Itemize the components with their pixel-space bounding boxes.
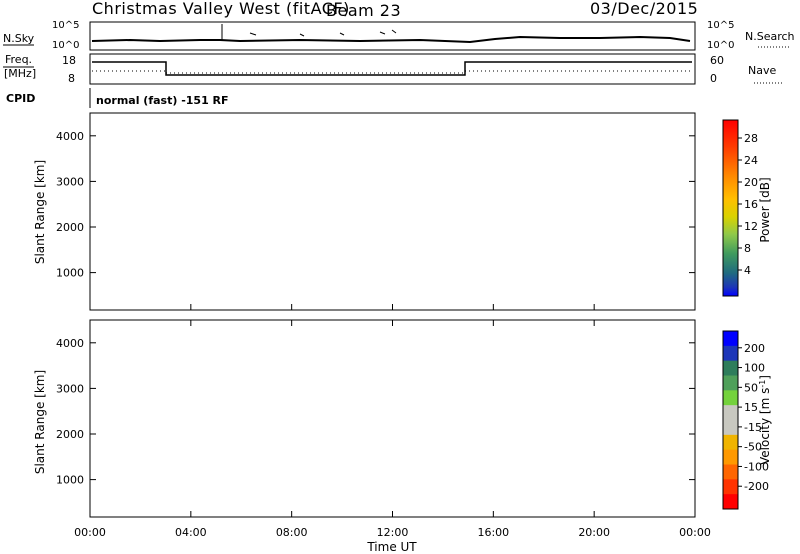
nsearch-tick-top: 10^5 <box>707 20 734 31</box>
velocity-xlabel: Time UT <box>366 540 417 554</box>
freq-unit: [MHz] <box>4 67 36 80</box>
velocity-colorbar-block <box>723 375 738 391</box>
x-tick-label: 00:00 <box>679 526 711 539</box>
x-tick-label: 12:00 <box>377 526 409 539</box>
velocity-x-ticks: 00:00 04:00 08:00 12:00 16:00 20:00 00:00 <box>74 304 711 539</box>
freq-panel-frame <box>89 53 696 85</box>
velocity-regions <box>90 429 695 498</box>
velocity-y-ticks: 4000 3000 2000 1000 <box>56 337 695 487</box>
nsky-trace <box>91 35 691 44</box>
nsearch-label: N.Search <box>745 30 795 43</box>
power-y-tick-label: 3000 <box>56 175 84 188</box>
x-tick-label: 08:00 <box>276 526 308 539</box>
nsky-panel-frame <box>89 21 696 51</box>
velocity-colorbar-tick-label: 50 <box>744 381 758 394</box>
power-colorbar-tick-label: 4 <box>744 264 751 277</box>
velocity-colorbar-frame <box>722 330 739 510</box>
velocity-colorbar-block <box>723 434 738 451</box>
power-ylabel: Slant Range [km] <box>33 160 47 264</box>
nave-tick-top: 60 <box>710 54 724 67</box>
freq-tick-bottom: 8 <box>68 72 75 85</box>
nave-label: Nave <box>748 64 776 77</box>
velocity-colorbar-tick-label: -15 <box>744 421 762 434</box>
nsky-tick-top: 10^5 <box>52 20 79 31</box>
velocity-y-tick-label: 4000 <box>56 337 84 350</box>
velocity-colorbar-tick-label: -100 <box>744 460 769 473</box>
velocity-colorbar-block <box>723 345 738 362</box>
velocity-colorbar-block <box>723 449 738 465</box>
power-region <box>417 268 469 291</box>
date-label: 03/Dec/2015 <box>590 0 698 18</box>
power-regions <box>90 222 695 291</box>
power-y-tick-label: 1000 <box>56 267 84 280</box>
velocity-y-tick-label: 1000 <box>56 474 84 487</box>
velocity-colorbar-tick-label: -200 <box>744 480 769 493</box>
velocity-colorbar-block <box>723 420 738 436</box>
beam-label: Beam 23 <box>326 1 401 20</box>
x-tick-label: 04:00 <box>175 526 207 539</box>
velocity-colorbar-block <box>723 405 738 421</box>
freq-tick-top: 18 <box>62 54 76 67</box>
power-y-tick-label: 2000 <box>56 221 84 234</box>
velocity-region <box>350 470 460 489</box>
velocity-panel: 4000 3000 2000 1000 00:00 04:00 08:00 12:00 16:… <box>56 304 711 539</box>
power-colorbar-ticks: 28 24 20 16 12 8 4 <box>738 132 758 277</box>
power-colorbar-tick-label: 8 <box>744 242 751 255</box>
nsearch-dots <box>249 29 397 37</box>
x-tick-label: 16:00 <box>477 526 509 539</box>
velocity-colorbar-block <box>723 331 738 347</box>
power-region <box>123 277 149 282</box>
power-y-ticks: 4000 3000 2000 1000 <box>56 130 695 280</box>
velocity-region <box>493 434 695 471</box>
velocity-colorbar-block <box>723 464 738 480</box>
power-colorbar-tick-label: 20 <box>744 176 758 189</box>
velocity-colorbar-label: Velocity [m s-1] <box>758 375 772 465</box>
velocity-colorbar-block <box>723 390 738 406</box>
power-colorbar-tick-label: 24 <box>744 154 758 167</box>
velocity-colorbar-block <box>723 360 738 376</box>
power-colorbar-tick-label: 16 <box>744 198 758 211</box>
chart-title: Christmas Valley West (fitACF) <box>92 0 350 18</box>
power-panel: 4000 3000 2000 1000 <box>56 112 696 311</box>
velocity-colorbar-ticks: 200 100 50 15 -15 -50 -100 -200 <box>738 342 769 493</box>
x-tick-label: 00:00 <box>74 526 106 539</box>
velocity-colorbar-block <box>723 494 738 510</box>
cpid-label: CPID <box>6 92 35 105</box>
velocity-ylabel: Slant Range [km] <box>33 370 47 474</box>
power-region <box>190 272 254 287</box>
velocity-colorbar <box>722 330 739 510</box>
power-colorbar-tick-label: 12 <box>744 220 758 233</box>
velocity-colorbar-tick-label: 15 <box>744 401 758 414</box>
power-region <box>90 222 133 255</box>
power-region <box>493 245 695 264</box>
velocity-colorbar-tick-label: -50 <box>744 441 762 454</box>
power-region <box>266 268 309 287</box>
velocity-region <box>241 465 330 498</box>
nsearch-tick-bottom: 10^0 <box>707 40 734 51</box>
velocity-region <box>90 481 242 498</box>
power-colorbar <box>722 119 739 297</box>
velocity-colorbar-tick-label: 200 <box>744 342 765 355</box>
power-colorbar-tick-label: 28 <box>744 132 758 145</box>
nave-tick-bottom: 0 <box>710 72 717 85</box>
freq-label: Freq. <box>5 53 32 66</box>
velocity-colorbar-block <box>723 479 738 495</box>
power-y-tick-label: 4000 <box>56 130 84 143</box>
x-tick-label: 20:00 <box>578 526 610 539</box>
velocity-y-tick-label: 3000 <box>56 382 84 395</box>
velocity-colorbar-tick-label: 100 <box>744 362 765 375</box>
velocity-y-tick-label: 2000 <box>56 428 84 441</box>
velocity-region <box>90 429 133 466</box>
freq-trace <box>92 61 692 76</box>
nsky-label: N.Sky <box>3 32 35 45</box>
power-colorbar-label: Power [dB] <box>758 177 772 242</box>
cpid-text: normal (fast) -151 RF <box>96 94 229 107</box>
nsky-tick-bottom: 10^0 <box>52 40 79 51</box>
